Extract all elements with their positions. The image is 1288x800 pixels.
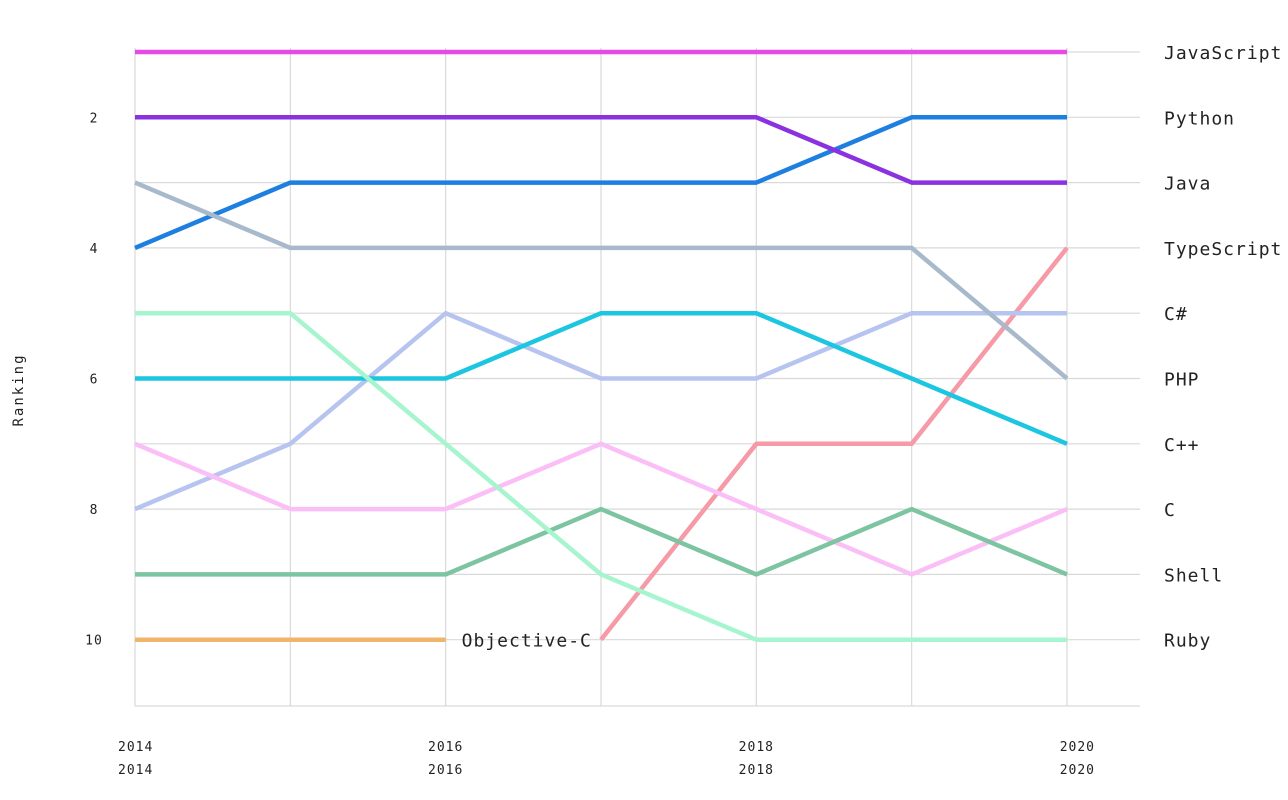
end-label: Python [1164, 108, 1235, 129]
x-tick-label-secondary: 2018 [739, 763, 774, 778]
series-lines [134, 49, 1069, 642]
series-label-objective-c: Objective-C [462, 631, 592, 652]
y-tick-label: 2 [90, 111, 99, 126]
x-tick-label: 2018 [739, 740, 774, 755]
x-tick-label-secondary: 2014 [118, 763, 153, 778]
x-tick-label-secondary: 2020 [1060, 763, 1095, 778]
x-tick-label-secondary: 2016 [428, 763, 463, 778]
series-line-c- [135, 310, 1068, 446]
y-axis-title: Ranking [11, 353, 27, 426]
series-line-c- [134, 310, 1067, 512]
series-line-c [134, 441, 1068, 577]
end-label: C++ [1164, 435, 1200, 456]
series-line-java [135, 115, 1067, 185]
labels: 2 4 6 8 10 2014 2014 2016 2016 2018 2018 2020 2020 Ob… [85, 43, 1282, 778]
y-tick-label: 4 [90, 242, 99, 257]
end-label: Shell [1164, 565, 1223, 586]
end-label: Ruby [1164, 631, 1211, 652]
series-line-php [134, 180, 1069, 381]
y-tick-label: 8 [90, 503, 99, 518]
x-tick-label: 2014 [118, 740, 153, 755]
end-label: PHP [1164, 370, 1200, 391]
end-label: C# [1164, 304, 1188, 325]
y-tick-label: 10 [85, 634, 103, 649]
end-label: JavaScript [1164, 43, 1282, 64]
x-tick-label: 2016 [428, 740, 463, 755]
series-line-shell [135, 506, 1068, 577]
series-line-ruby [135, 310, 1067, 642]
end-label: TypeScript [1164, 239, 1282, 260]
x-tick-label: 2020 [1060, 740, 1095, 755]
end-label: Java [1164, 174, 1211, 195]
end-label: C [1164, 500, 1176, 521]
series-line-python [134, 115, 1067, 250]
y-tick-label: 6 [90, 373, 99, 388]
